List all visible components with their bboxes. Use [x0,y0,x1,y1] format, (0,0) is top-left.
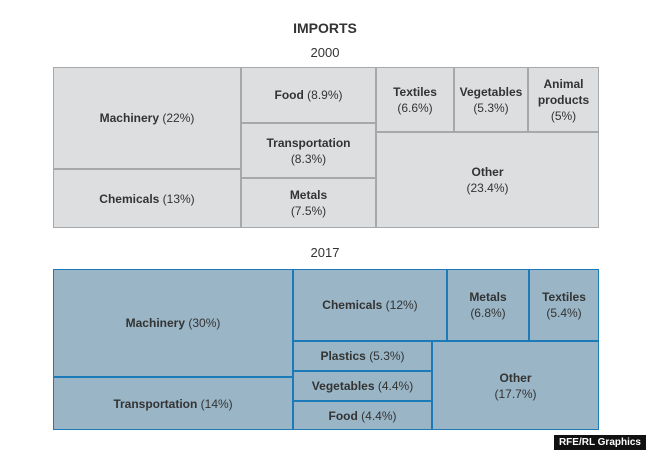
cell-label: Food [328,408,358,423]
cell-label: Textiles [542,290,586,304]
cell-label: Metals [289,188,328,202]
chart-title: IMPORTS [293,20,357,36]
cell-label: Vegetables [311,379,375,393]
cell-value: (23.4%) [466,181,509,195]
cell-value: (22%) [162,111,195,125]
treemap-cell-2000-food: Food (8.9%) [241,67,376,123]
treemap-cell-2000-textiles: Textiles (6.6%) [376,67,454,132]
cell-value: (13%) [162,191,195,206]
treemap-cell-2000-vegetables: Vegetables (5.3%) [454,67,528,132]
cell-value: (12%) [385,298,418,312]
cell-label: Plastics [320,349,366,363]
treemap-cell-2017-transportation: Transportation (14%) [53,377,293,430]
treemap-cell-2017-chemicals: Chemicals (12%) [293,269,447,341]
cell-value: (8.3%) [290,151,327,166]
year-label-2000: 2000 [310,45,340,60]
treemap-cell-2000-chemicals: Chemicals (13%) [53,169,241,228]
treemap-cell-2017-other: Other (17.7%) [432,341,599,430]
treemap-cell-2000-other: Other (23.4%) [376,132,599,228]
treemap-cell-2017-machinery: Machinery (30%) [53,269,293,377]
cell-value: (4.4%) [361,408,397,423]
cell-label: Food [274,88,304,102]
source-credit: RFE/RL Graphics [553,435,646,450]
cell-value: (5.3%) [473,100,509,115]
cell-label: Machinery [125,316,185,330]
treemap-2000: Machinery (22%) Chemicals (13%) Food (8.9%… [53,67,599,228]
treemap-cell-2017-metals: Metals (6.8%) [447,269,529,341]
treemap-cell-2017-vegetables: Vegetables (4.4%) [293,371,432,401]
cell-value: (17.7%) [494,386,537,401]
treemap-cell-2017-food: Food (4.4%) [293,401,432,430]
cell-value: (8.9%) [307,88,343,102]
cell-label: Other [499,370,532,385]
cell-label: Textiles [393,84,437,99]
cell-value: (4.4%) [377,379,414,393]
cell-label: Transportation [266,135,351,150]
treemap-cell-2017-plastics: Plastics (5.3%) [293,341,432,371]
cell-label: Chemicals [99,191,160,206]
cell-label: Transportation [113,396,198,411]
treemap-cell-2000-machinery: Machinery (22%) [53,67,241,169]
cell-value: (14%) [200,396,233,411]
treemap-cell-2000-transportation: Transportation (8.3%) [241,123,376,178]
cell-label: Chemicals [322,298,383,312]
cell-value: (5.3%) [369,349,405,363]
cell-label: Metals [469,290,507,304]
cell-value: (30%) [188,316,221,330]
treemap-cell-2000-metals: Metals (7.5%) [241,178,376,228]
cell-value: (6.6%) [397,100,433,115]
year-label-2017: 2017 [310,245,340,260]
cell-value: (5%) [550,108,577,123]
cell-label: Vegetables [459,84,523,99]
cell-value: (5.4%) [546,306,582,320]
treemap-2017: Machinery (30%) Transportation (14%) Chemi… [53,269,599,430]
cell-label: Other [471,165,504,179]
treemap-cell-2017-textiles: Textiles (5.4%) [529,269,599,341]
cell-label: Machinery [99,111,159,125]
cell-label: Animal products [537,76,590,107]
cell-value: (6.8%) [470,306,506,320]
treemap-cell-2000-animal-products: Animal products (5%) [528,67,599,132]
cell-value: (7.5%) [290,204,327,218]
